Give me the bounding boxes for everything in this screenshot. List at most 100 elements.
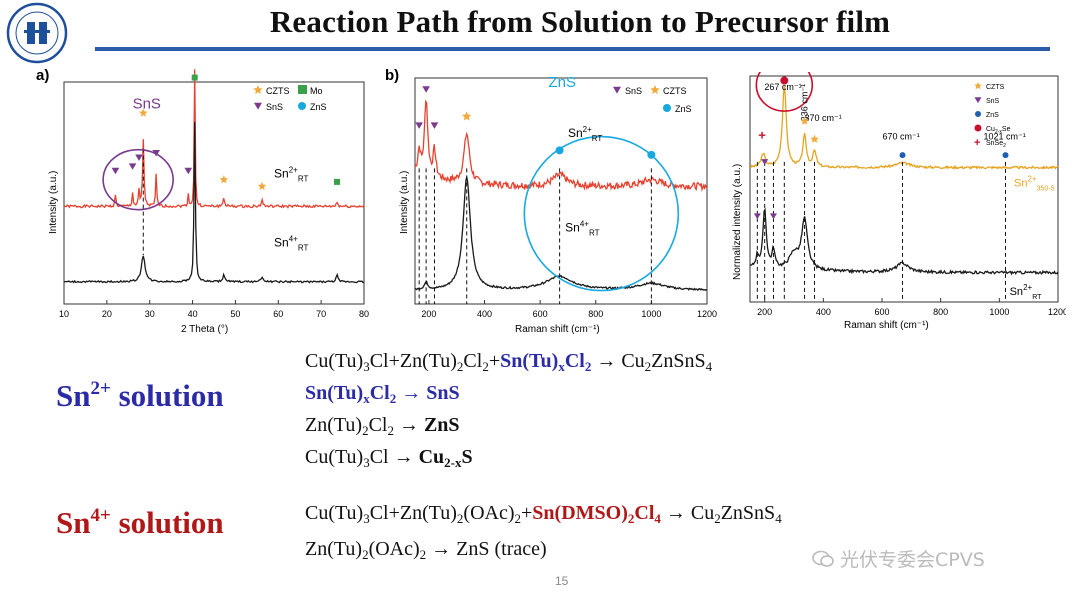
- x-tick-label: 20: [102, 309, 112, 319]
- raman-trace-sn4-rt: [414, 176, 708, 292]
- panel-b-xlabel: Raman shift (cm⁻¹): [515, 324, 600, 335]
- x-tick-label: 1200: [697, 309, 717, 319]
- sns-marker: [111, 167, 120, 175]
- sn4-solution-label: Sn4+ solution: [56, 505, 224, 540]
- legend-czts-icon: [650, 85, 660, 94]
- sns-annotation: SnS: [133, 96, 161, 113]
- equation-zns-trace: Zn(Tu)2(OAc)2 → ZnS (trace): [305, 538, 547, 562]
- legend-mo-label: Mo: [310, 86, 323, 96]
- legend-label: ZnS: [986, 112, 999, 119]
- x-tick-label: 1000: [989, 307, 1009, 317]
- raman-trace-sn2-rt: [414, 99, 708, 192]
- trace-label-sn2-350: Sn2+350-5: [1014, 175, 1055, 193]
- sns-marker: [128, 163, 137, 170]
- czts-marker: [810, 134, 819, 143]
- sns-marker: [152, 150, 160, 157]
- legend-snse-icon: +: [974, 137, 980, 149]
- x-tick-label: 40: [188, 309, 198, 319]
- cuse-marker: [780, 76, 789, 85]
- panel-b-raman-chart: b) Intensity (a.u.) Raman shift (cm⁻¹) 2…: [385, 64, 725, 340]
- panel-a-xlabel: 2 Theta (°): [181, 324, 228, 335]
- legend-sns-icon: [254, 102, 262, 110]
- x-tick-label: 200: [757, 307, 772, 317]
- legend-label: SnS: [986, 98, 1000, 105]
- zns-highlight-circle: [523, 135, 680, 292]
- legend-zns-icon: [975, 111, 981, 117]
- sns-marker: [430, 122, 439, 129]
- legend-mo-icon: [298, 85, 307, 94]
- x-tick-label: 50: [230, 309, 240, 319]
- x-tick-label: 200: [421, 309, 436, 319]
- czts-marker: [800, 116, 809, 125]
- legend-sns-label: SnS: [625, 86, 642, 96]
- legend-sns-icon: [974, 97, 982, 104]
- title-underline: [95, 47, 1050, 51]
- slide-title: Reaction Path from Solution to Precursor…: [269, 4, 891, 39]
- legend-cuse-icon: [974, 124, 982, 132]
- trace-label-sn2: Sn2+RT: [274, 165, 308, 183]
- peak-label-370: 370 cm⁻¹: [805, 113, 842, 123]
- equation-cus: Cu(Tu)3Cl → Cu2-xS: [305, 446, 473, 470]
- peak-label-336: 336 cm⁻¹: [800, 84, 810, 121]
- panel-a-xrd-chart: a) Intensity (a.u.) 2 Theta (°) 10 20 30 40…: [36, 64, 376, 340]
- watermark: 光伏专委会CPVS: [812, 545, 985, 572]
- panel-c-xlabel: Raman shift (cm⁻¹): [844, 320, 929, 331]
- trace-label-sn4: Sn4+RT: [565, 220, 599, 238]
- watermark-text: 光伏专委会CPVS: [840, 549, 985, 571]
- legend-czts-icon: [974, 82, 982, 90]
- czts-marker: [219, 175, 229, 184]
- panel-b-ylabel: Intensity (a.u.): [399, 171, 410, 234]
- legend-czts-icon: [253, 85, 263, 94]
- panel-b-label: b): [385, 67, 399, 84]
- legend-czts-label: CZTS: [266, 86, 290, 96]
- equation-zns: Zn(Tu)2Cl2 → ZnS: [305, 414, 460, 438]
- panel-a-plot-frame: [63, 81, 365, 305]
- czts-marker: [257, 181, 267, 190]
- peak-label-267: 267 cm⁻¹: [764, 82, 801, 92]
- czts-marker: [462, 111, 472, 121]
- x-tick-label: 600: [533, 309, 548, 319]
- zns-marker: [1002, 152, 1009, 159]
- legend-zns-icon: [298, 102, 306, 110]
- legend-label: SnSe2: [986, 140, 1006, 149]
- x-tick-label: 60: [273, 309, 283, 319]
- xrd-trace-sn4-rt: [63, 121, 365, 284]
- university-logo: [6, 2, 68, 64]
- peak-label-670: 670 cm⁻¹: [883, 131, 920, 141]
- x-tick-label: 600: [874, 307, 889, 317]
- x-tick-label: 400: [477, 309, 492, 319]
- legend-zns-label: ZnS: [675, 104, 692, 114]
- equation-sn4-overall: Cu(Tu)3Cl+Zn(Tu)2(OAc)2+Sn(DMSO)2Cl4 → C…: [305, 502, 782, 526]
- sns-marker: [753, 213, 761, 220]
- x-tick-label: 30: [145, 309, 155, 319]
- sns-marker: [415, 122, 423, 129]
- legend-zns-icon: [663, 104, 671, 112]
- sn2-solution-label: Sn2+ solution: [56, 378, 224, 413]
- x-tick-label: 10: [59, 309, 69, 319]
- x-tick-label: 70: [316, 309, 326, 319]
- zns-annotation: ZnS: [548, 74, 576, 91]
- snse-marker: +: [758, 127, 766, 142]
- trace-label-sn4: Sn4+RT: [274, 234, 308, 252]
- x-tick-label: 1200: [1048, 307, 1066, 317]
- sns-marker: [761, 159, 769, 166]
- legend-label: CZTS: [986, 84, 1005, 91]
- x-tick-label: 400: [816, 307, 831, 317]
- zns-marker: [899, 152, 906, 159]
- x-tick-label: 80: [359, 309, 369, 319]
- legend-label: Cu2-xSe: [986, 126, 1011, 135]
- sns-marker: [135, 154, 143, 161]
- raman-trace-sn2-350-5: [749, 86, 1059, 171]
- peak-label-1021: 1021 cm⁻¹: [983, 131, 1025, 141]
- x-tick-label: 800: [588, 309, 603, 319]
- cuse-highlight-circle: [755, 72, 814, 112]
- panel-c-plot-frame: [749, 75, 1059, 303]
- equation-sn2-overall: Cu(Tu)3Cl+Zn(Tu)2Cl2+Sn(Tu)xCl2 → Cu2ZnS…: [305, 350, 713, 374]
- czts-marker: [139, 108, 148, 117]
- legend-sns-icon: [613, 86, 621, 94]
- panel-c-ylabel: Normalized intensity (a.u.): [732, 164, 743, 280]
- mo-marker: [334, 178, 340, 185]
- panel-c-raman-chart: Normalized intensity (a.u.) Raman shift …: [726, 72, 1066, 334]
- equation-sns: Sn(Tu)xCl2 → SnS: [305, 382, 460, 406]
- wechat-icon: [812, 550, 834, 568]
